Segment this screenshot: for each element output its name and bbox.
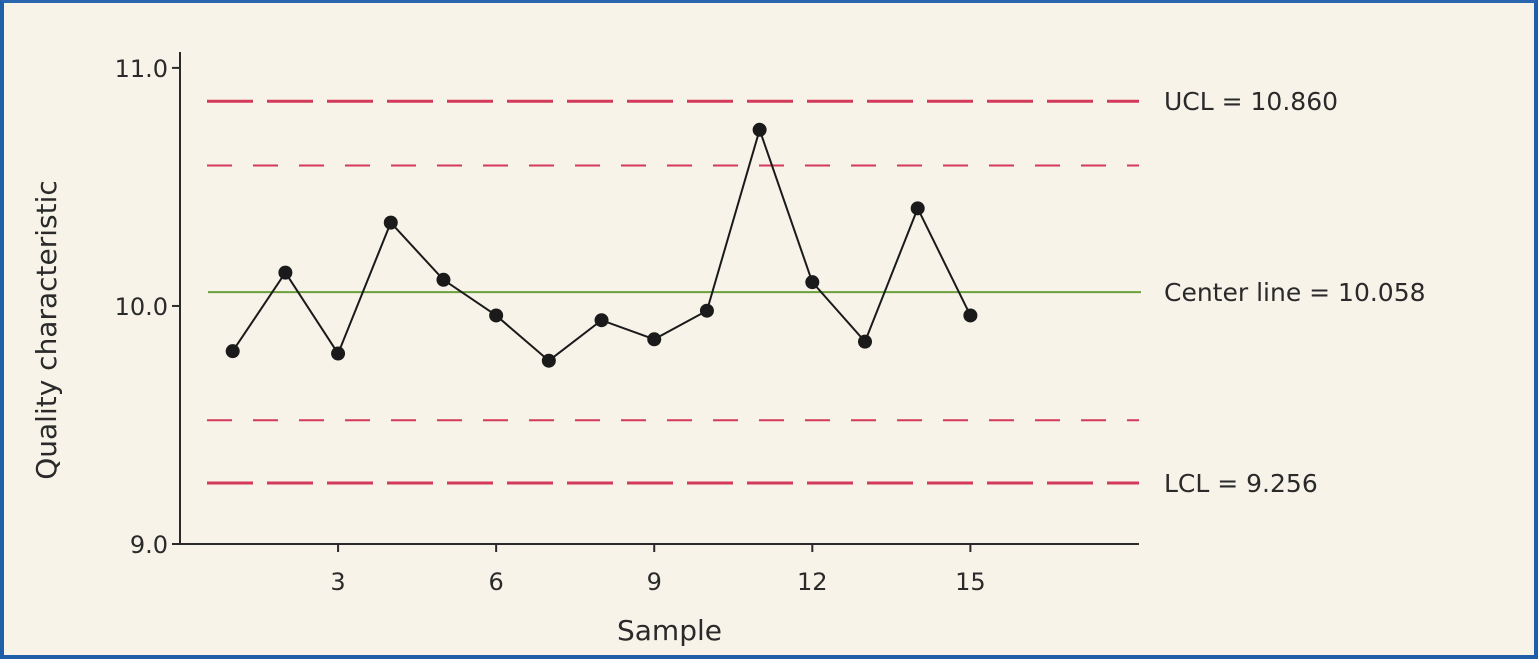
data-point — [489, 308, 504, 323]
data-point — [331, 346, 346, 361]
data-point — [699, 303, 714, 318]
control-chart: 9.0 10.0 11.0 3 6 9 12 15 UCL = 10.860 Center li… — [30, 52, 1426, 647]
axes: 9.0 10.0 11.0 3 6 9 12 15 — [115, 52, 1139, 596]
x-tick-label: 3 — [330, 568, 345, 596]
reference-line-label-2: Center line = 10.058 — [1164, 278, 1426, 307]
data-point — [225, 344, 240, 359]
data-point — [278, 265, 293, 280]
reference-lines — [207, 99, 1141, 485]
y-axis-title: Quality characteristic — [30, 180, 63, 480]
data-point — [805, 275, 820, 290]
y-tick-label: 10.0 — [115, 293, 168, 321]
data-point — [752, 122, 767, 137]
reference-line-label-0: UCL = 10.860 — [1164, 87, 1338, 116]
reference-line-label-4: LCL = 9.256 — [1164, 469, 1318, 498]
data-point — [436, 272, 451, 287]
data-point — [647, 332, 662, 347]
data-point — [963, 308, 978, 323]
data-point — [858, 334, 872, 349]
labels: UCL = 10.860 Center line = 10.058 LCL = 9.… — [30, 87, 1426, 647]
data-point — [541, 353, 556, 368]
x-tick-label: 9 — [647, 568, 662, 596]
y-tick-label: 11.0 — [115, 55, 168, 83]
data-point — [383, 215, 398, 230]
data-series — [225, 122, 978, 368]
x-tick-label: 12 — [797, 568, 828, 596]
y-tick-label: 9.0 — [130, 531, 168, 559]
x-axis-title: Sample — [617, 614, 722, 647]
data-point — [910, 201, 925, 216]
x-tick-label: 6 — [489, 568, 504, 596]
x-tick-label: 15 — [955, 568, 986, 596]
data-point — [594, 313, 609, 328]
